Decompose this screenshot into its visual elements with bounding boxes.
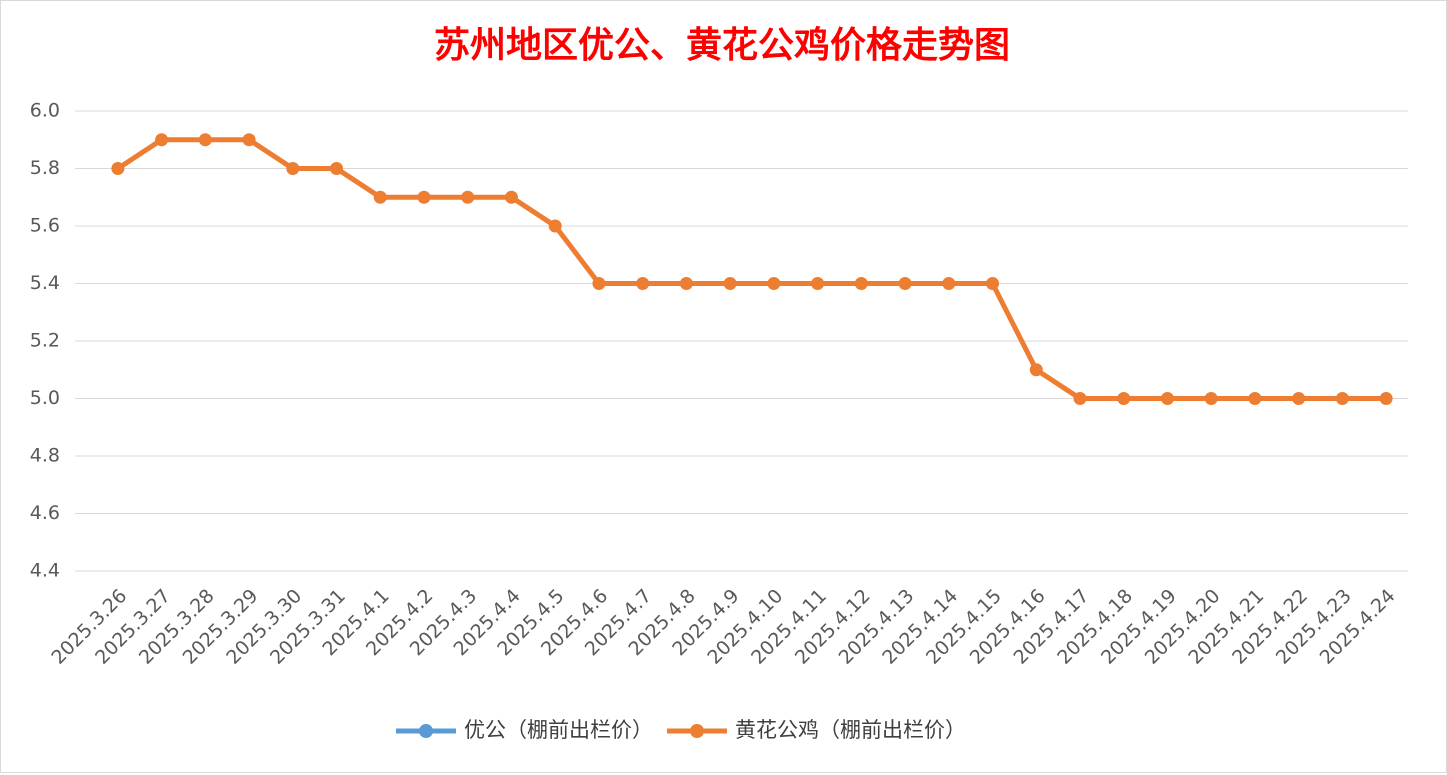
data-point [286,162,300,175]
data-point [811,277,825,290]
data-point [373,190,387,204]
data-point [1335,392,1349,405]
data-point [723,277,737,290]
data-point [504,190,518,204]
data-point [942,277,956,290]
data-point [548,219,562,233]
data-point [1160,392,1174,405]
data-point [111,162,125,175]
data-point [986,277,1000,290]
data-point [1248,392,1262,405]
data-point [330,162,344,175]
data-point [1292,392,1306,405]
data-point [242,133,256,147]
data-point [155,133,169,147]
y-tick-label: 5.8 [30,157,60,179]
data-point [592,277,606,290]
data-point [1117,392,1131,405]
y-tick-label: 5.2 [30,330,60,352]
y-tick-label: 6.0 [30,100,60,122]
series-line [116,137,1387,401]
data-point [636,277,650,290]
legend-marker [419,724,433,738]
y-tick-label: 4.4 [30,560,60,582]
data-point [767,277,781,290]
legend-label: 优公（棚前出栏价） [464,718,653,742]
data-point [1029,363,1043,377]
y-tick-label: 4.6 [30,502,60,524]
data-point [1379,392,1393,405]
data-point [417,190,431,204]
data-point [679,277,693,290]
y-tick-label: 5.6 [30,215,60,237]
data-point [461,190,475,204]
data-point [898,277,912,290]
legend-marker [690,724,704,738]
y-tick-label: 4.8 [30,445,60,467]
data-point [1073,392,1087,405]
chart-title: 苏州地区优公、黄花公鸡价格走势图 [434,24,1010,66]
y-tick-label: 5.4 [30,272,60,294]
y-tick-label: 5.0 [30,387,60,409]
data-point [1204,392,1218,405]
data-point [198,133,212,147]
legend-label: 黄花公鸡（棚前出栏价） [735,718,966,742]
data-point [854,277,868,290]
